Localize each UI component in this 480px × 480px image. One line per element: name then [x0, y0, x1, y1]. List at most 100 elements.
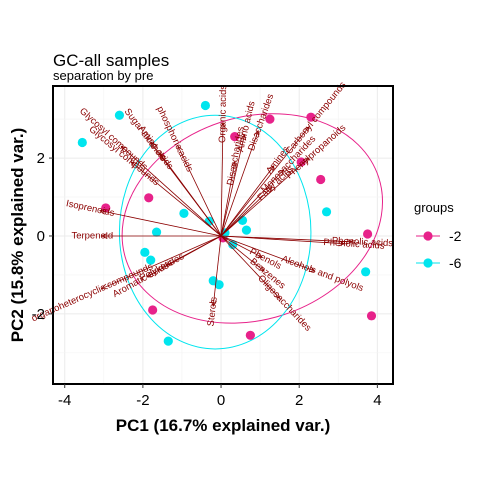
data-point — [148, 305, 158, 315]
y-tick-label: 0 — [37, 228, 45, 245]
x-tick-label: 0 — [217, 392, 225, 409]
plot-panel-border — [52, 85, 394, 385]
loading-arrowhead — [346, 238, 353, 245]
loading-arrow — [177, 146, 222, 237]
loading-arrow — [220, 235, 265, 272]
loading-arrowhead — [273, 292, 281, 299]
data-point — [366, 311, 377, 321]
data-point — [241, 225, 252, 235]
loading-arrow — [101, 235, 222, 289]
legend: groups -2 -6 — [414, 200, 462, 271]
ellipse-group-neg6 — [118, 114, 312, 350]
loading-arrowhead — [303, 157, 310, 164]
x-tick-label: -4 — [58, 392, 71, 409]
loading-arrowhead — [338, 240, 346, 247]
loading-label: Terpenoid — [71, 230, 113, 241]
loading-arrow — [121, 146, 222, 237]
loading-arrowhead — [150, 141, 157, 149]
loading-arrowhead — [159, 153, 166, 161]
legend-key-point — [423, 231, 433, 241]
data-point — [144, 193, 154, 203]
data-point — [163, 336, 173, 346]
legend-label: -6 — [449, 255, 462, 271]
loading-arrowhead — [258, 265, 265, 272]
y-axis-label: PC2 (15.8% explained var.) — [8, 128, 27, 343]
y-tick-label: -2 — [32, 306, 45, 323]
loading-arrow — [220, 126, 310, 237]
loading-arrowhead — [266, 186, 273, 194]
data-point — [321, 207, 332, 217]
data-point — [200, 100, 211, 111]
x-tick-label: -2 — [136, 392, 149, 409]
data-point — [306, 112, 316, 122]
chart-title: GC-all samples — [53, 51, 169, 70]
x-axis-label: PC1 (16.7% explained var.) — [116, 416, 331, 435]
loading-arrows — [98, 122, 353, 308]
data-point — [77, 137, 87, 148]
loading-arrow — [220, 122, 224, 236]
loading-arrowhead — [303, 126, 310, 133]
legend-label: -2 — [449, 228, 462, 244]
loading-arrow — [221, 235, 345, 245]
data-point — [265, 114, 275, 124]
loading-arrowhead — [277, 169, 285, 176]
loading-arrowhead — [98, 208, 106, 215]
loading-arrow — [220, 186, 273, 237]
y-tick-label: 2 — [37, 150, 45, 167]
data-point — [114, 110, 125, 120]
data-point — [151, 227, 162, 237]
loading-arrow — [166, 235, 222, 266]
data-point — [146, 255, 156, 265]
loading-arrowhead — [120, 145, 128, 153]
x-tick-label: 4 — [373, 392, 381, 409]
legend-title: groups — [414, 200, 454, 215]
data-point — [179, 208, 189, 218]
x-tick-label: 2 — [295, 392, 303, 409]
data-point — [245, 330, 255, 340]
loading-label: Phenolic acids — [332, 235, 394, 249]
loading-arrow — [221, 235, 352, 243]
data-point — [361, 267, 371, 277]
loading-arrowhead — [256, 252, 263, 258]
loading-arrow — [130, 161, 222, 237]
loading-arrowhead — [219, 122, 226, 129]
loading-arrowhead — [130, 161, 138, 168]
loading-arrowhead — [101, 283, 108, 290]
loading-arrow — [220, 130, 259, 237]
data-point — [228, 239, 238, 250]
loading-arrow — [212, 235, 222, 307]
loading-label: Organic acids — [217, 85, 229, 144]
loading-arrowhead — [210, 300, 217, 308]
loading-arrowhead — [230, 161, 237, 168]
loading-arrowhead — [240, 133, 247, 141]
data-point — [140, 247, 150, 257]
loading-label: Sterols — [206, 296, 220, 327]
legend-key-point — [423, 258, 433, 268]
loading-arrow — [220, 165, 275, 237]
loading-arrow — [220, 161, 236, 237]
loading-arrow — [220, 169, 284, 237]
data-point — [230, 132, 240, 142]
loading-arrow — [99, 210, 222, 237]
loading-arrow — [220, 134, 245, 237]
loading-arrowhead — [165, 260, 173, 266]
loading-arrowhead — [100, 233, 108, 239]
axis-ticks: -4 -2 0 2 4 -2 0 2 — [32, 150, 382, 409]
data-point — [101, 203, 111, 213]
loading-arrow — [220, 235, 280, 299]
loading-arrowhead — [177, 145, 183, 153]
loading-label: Phenolic acids — [323, 237, 385, 252]
loading-arrow — [220, 157, 310, 237]
data-point — [214, 280, 224, 290]
chart-subtitle: separation by pre — [53, 68, 153, 83]
data-point — [316, 174, 326, 185]
loading-arrowhead — [308, 266, 316, 272]
ellipse-group-neg2 — [121, 113, 383, 324]
loading-arrow — [160, 153, 222, 237]
loading-arrowhead — [145, 271, 153, 278]
loading-arrow — [220, 235, 263, 258]
loading-arrowhead — [268, 165, 275, 172]
data-point — [362, 229, 373, 239]
group-ellipses — [118, 113, 383, 350]
